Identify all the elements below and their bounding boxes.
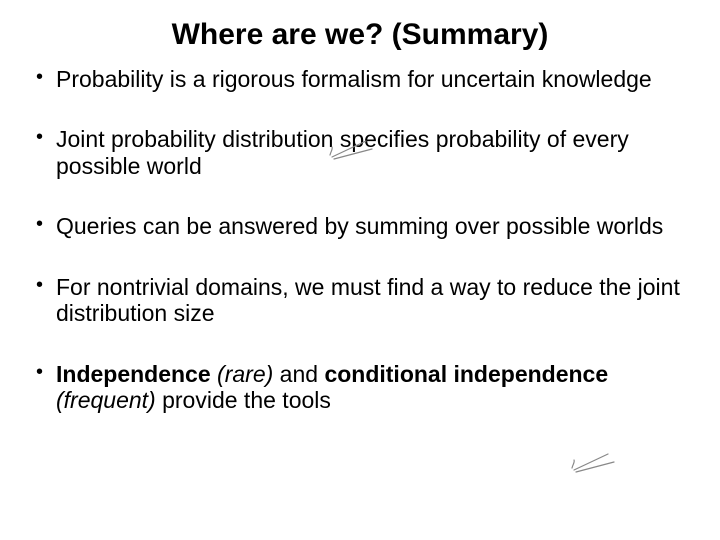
bullet-text: Probability is a rigorous formalism for …	[56, 66, 652, 92]
bullet-item: Joint probability distribution specifies…	[30, 126, 690, 179]
bullet-item: Queries can be answered by summing over …	[30, 213, 690, 239]
bullet-text-italic: (frequent)	[56, 387, 156, 413]
bullet-text: and	[273, 361, 324, 387]
slide: Where are we? (Summary) Probability is a…	[0, 0, 720, 540]
bullet-text: Queries can be answered by summing over …	[56, 213, 663, 239]
bullet-text-italic: (rare)	[211, 361, 274, 387]
bullet-text: provide the tools	[156, 387, 331, 413]
bullet-text: Joint probability distribution specifies…	[56, 126, 629, 178]
bullet-item: Probability is a rigorous formalism for …	[30, 66, 690, 92]
bullet-list: Probability is a rigorous formalism for …	[30, 66, 690, 414]
bullet-text: For nontrivial domains, we must find a w…	[56, 274, 680, 326]
bullet-text-bold: Independence	[56, 361, 211, 387]
slide-title: Where are we? (Summary)	[30, 18, 690, 52]
annotation-mark-icon	[570, 448, 618, 476]
bullet-item: Independence (rare) and conditional inde…	[30, 361, 690, 414]
bullet-text-bold: conditional independence	[324, 361, 608, 387]
bullet-item: For nontrivial domains, we must find a w…	[30, 274, 690, 327]
